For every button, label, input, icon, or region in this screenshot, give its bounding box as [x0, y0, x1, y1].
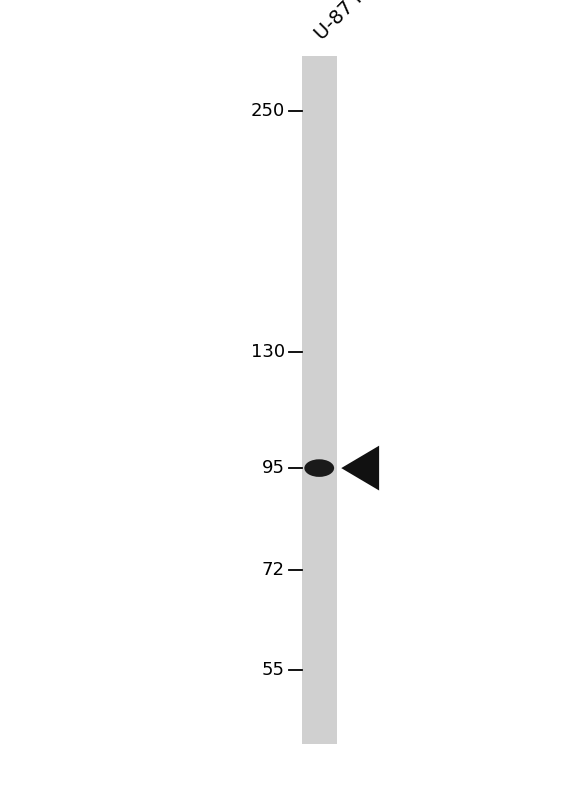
- Text: 250: 250: [250, 102, 285, 120]
- Text: 72: 72: [262, 562, 285, 579]
- Ellipse shape: [305, 459, 334, 477]
- Text: 55: 55: [262, 661, 285, 679]
- Polygon shape: [341, 446, 379, 490]
- Text: 95: 95: [262, 459, 285, 477]
- Text: U-87 MG: U-87 MG: [311, 0, 385, 44]
- Text: 130: 130: [251, 343, 285, 362]
- Bar: [302, 56, 337, 744]
